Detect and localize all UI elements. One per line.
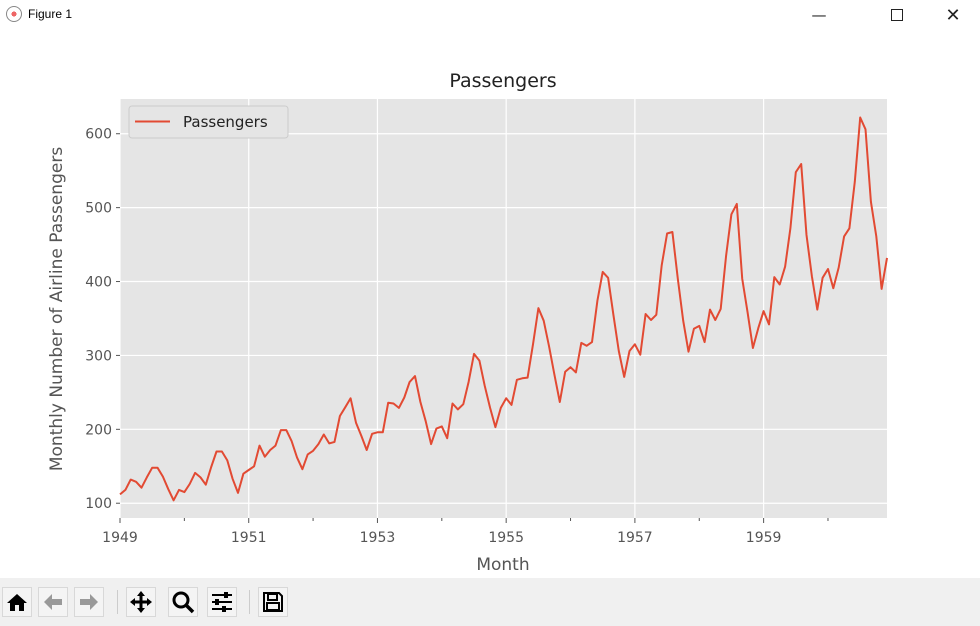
configure-subplots-button[interactable] bbox=[207, 587, 237, 617]
back-arrow-icon bbox=[44, 594, 62, 610]
y-axis-label: Monthly Number of Airline Passengers bbox=[47, 147, 67, 471]
chart: 100 200 300 400 500 600 1949 1951 1953 1955 1957 19… bbox=[47, 70, 888, 575]
legend: Passengers bbox=[128, 105, 289, 139]
navigation-toolbar bbox=[0, 578, 980, 626]
x-tick-label: 1959 bbox=[746, 530, 782, 546]
back-button[interactable] bbox=[38, 587, 68, 617]
legend-label: Passengers bbox=[183, 113, 268, 131]
minimize-button[interactable]: — bbox=[811, 6, 827, 24]
y-tick-label: 100 bbox=[85, 496, 112, 512]
toolbar-separator bbox=[249, 590, 250, 614]
y-tick-label: 500 bbox=[85, 201, 112, 217]
maximize-button[interactable] bbox=[874, 0, 920, 30]
y-tick-label: 600 bbox=[85, 127, 112, 143]
zoom-button[interactable] bbox=[168, 587, 198, 617]
x-tick-label: 1949 bbox=[102, 530, 138, 546]
home-icon bbox=[7, 594, 27, 611]
x-tick-label: 1953 bbox=[360, 530, 396, 546]
sliders-icon bbox=[212, 592, 232, 612]
y-tick-label: 400 bbox=[85, 275, 112, 291]
forward-arrow-icon bbox=[80, 594, 98, 610]
chart-title: Passengers bbox=[449, 70, 556, 92]
window-title: Figure 1 bbox=[28, 7, 73, 21]
floppy-disk-icon bbox=[263, 592, 283, 612]
forward-button[interactable] bbox=[74, 587, 104, 617]
y-tick-label: 200 bbox=[85, 422, 112, 438]
toolbar-separator bbox=[117, 590, 118, 614]
plot-area bbox=[120, 99, 887, 518]
series-line-passengers bbox=[119, 116, 888, 502]
app-icon bbox=[6, 6, 22, 22]
pan-button[interactable] bbox=[126, 587, 156, 617]
magnifier-icon bbox=[172, 591, 195, 614]
save-button[interactable] bbox=[258, 587, 288, 617]
close-button[interactable]: ✕ bbox=[945, 4, 961, 26]
title-bar: Figure 1 — ✕ bbox=[0, 0, 980, 30]
x-axis-label: Month bbox=[476, 555, 529, 575]
y-tick-label: 300 bbox=[85, 348, 112, 364]
x-tick-label: 1951 bbox=[231, 530, 267, 546]
x-tick-label: 1955 bbox=[488, 530, 524, 546]
x-tick-label: 1957 bbox=[617, 530, 653, 546]
home-button[interactable] bbox=[2, 587, 32, 617]
move-icon bbox=[130, 591, 152, 613]
